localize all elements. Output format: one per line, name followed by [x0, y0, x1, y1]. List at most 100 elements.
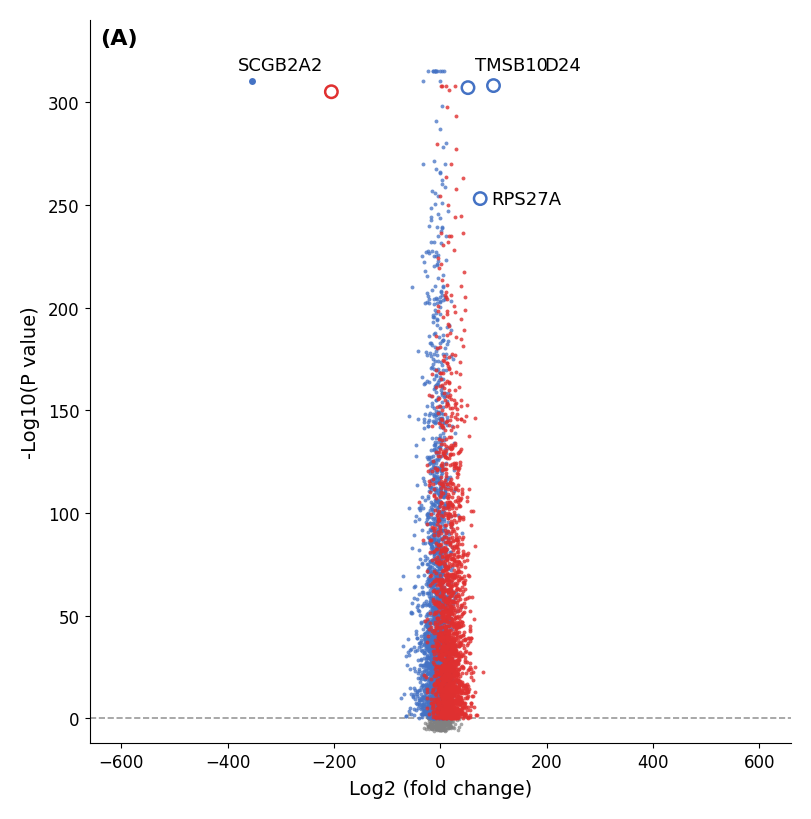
- Point: [425, 704, 438, 717]
- Point: [430, 464, 443, 477]
- Point: [441, 526, 454, 539]
- Point: [436, 381, 448, 394]
- Point: [432, 489, 445, 502]
- Point: [436, 647, 448, 660]
- Point: [433, 648, 446, 661]
- Point: [444, 704, 457, 717]
- Point: [427, 660, 440, 673]
- Point: [426, 709, 439, 722]
- Point: [436, 712, 448, 725]
- Point: [432, 696, 445, 709]
- Point: [417, 638, 430, 651]
- Point: [432, 660, 445, 673]
- Point: [458, 650, 471, 663]
- Point: [436, 708, 449, 722]
- Point: [427, 646, 440, 659]
- Point: [430, 663, 443, 676]
- Point: [396, 640, 409, 653]
- Point: [439, 672, 452, 686]
- Point: [406, 687, 419, 700]
- Point: [430, 676, 443, 689]
- Point: [410, 509, 423, 523]
- Point: [450, 690, 463, 704]
- Point: [435, 545, 448, 559]
- Point: [427, 652, 440, 665]
- Point: [451, 574, 464, 587]
- Point: [423, 708, 436, 721]
- Point: [429, 648, 442, 661]
- Point: [439, 654, 452, 667]
- Point: [431, 667, 444, 680]
- Point: [424, 523, 437, 536]
- Point: [433, 296, 446, 310]
- Point: [424, 567, 437, 580]
- Point: [445, 406, 458, 419]
- Point: [436, 649, 448, 663]
- Point: [427, 669, 440, 682]
- Point: [428, 712, 441, 725]
- Point: [430, 653, 443, 666]
- Point: [432, 681, 445, 695]
- Point: [438, 552, 451, 565]
- Point: [420, 627, 433, 640]
- Point: [433, 667, 446, 681]
- Point: [434, 640, 447, 654]
- Point: [410, 450, 423, 463]
- Point: [444, 550, 457, 563]
- Point: [431, 505, 444, 518]
- Point: [455, 660, 468, 673]
- Point: [455, 488, 468, 501]
- Point: [425, 545, 438, 558]
- Point: [437, 556, 450, 569]
- Point: [435, 467, 448, 480]
- Point: [431, 685, 444, 698]
- Point: [436, 643, 449, 656]
- Point: [424, 599, 437, 612]
- Point: [431, 536, 444, 550]
- Point: [435, 384, 448, 397]
- Point: [418, 691, 431, 704]
- Point: [431, 363, 444, 376]
- Point: [414, 630, 427, 643]
- Point: [434, 672, 447, 685]
- Point: [427, 715, 440, 728]
- Point: [430, 629, 443, 642]
- Point: [427, 437, 440, 450]
- Point: [438, 522, 451, 535]
- Point: [455, 667, 468, 680]
- Point: [434, 661, 447, 674]
- Point: [433, 639, 446, 652]
- Point: [443, 442, 456, 455]
- Point: [441, 693, 454, 706]
- Point: [451, 618, 464, 631]
- Point: [431, 584, 444, 597]
- Point: [442, 568, 455, 581]
- Point: [442, 441, 455, 454]
- Point: [466, 673, 478, 686]
- Point: [423, 607, 436, 620]
- Point: [429, 720, 442, 733]
- Point: [427, 711, 440, 724]
- Point: [427, 711, 440, 724]
- Point: [433, 496, 446, 509]
- Point: [433, 652, 446, 665]
- Point: [444, 635, 457, 648]
- Point: [448, 548, 461, 561]
- Point: [436, 708, 448, 722]
- Point: [434, 486, 447, 499]
- Point: [429, 659, 442, 672]
- Point: [443, 653, 456, 666]
- Point: [429, 662, 442, 675]
- Point: [456, 585, 469, 598]
- Point: [434, 496, 447, 509]
- Point: [431, 682, 444, 695]
- Point: [431, 638, 444, 651]
- Point: [450, 626, 463, 639]
- Point: [434, 544, 447, 557]
- Point: [436, 623, 448, 636]
- Point: [426, 358, 439, 371]
- Point: [438, 670, 451, 683]
- Point: [423, 570, 436, 583]
- Point: [430, 685, 443, 698]
- Point: [446, 660, 459, 673]
